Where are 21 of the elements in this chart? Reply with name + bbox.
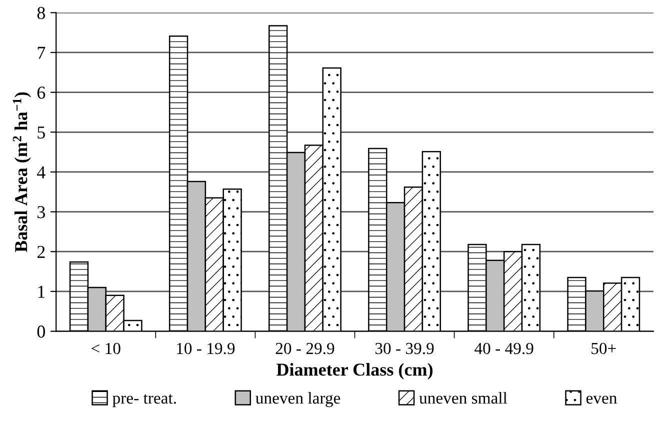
y-tick-label: 6 [37,86,46,99]
y-tick-label: 3 [38,206,45,218]
x-tick-label: 50+ [592,342,616,354]
y-tick-label: 1 [38,286,45,298]
x-tick-label: < 10 [92,342,120,354]
legend-label: uneven large [256,392,340,408]
x-tick-label: 20 - 29.9 [276,342,334,354]
y-axis-title: Basal Area (m$^{2}$ ha$^{−1}$) [12,92,31,252]
y-tick-label: 2 [37,246,45,258]
y-tick-label: 7 [38,46,46,59]
x-tick-label: 10 - 19.9 [177,342,235,354]
legend-label: even [586,396,617,404]
x-tick-label: 40 - 49.9 [474,342,534,354]
y-tick-label: 0 [37,326,45,338]
y-tick-label: 8 [37,6,45,20]
y-tick-label: 5 [38,126,45,139]
x-tick-label: 30 - 39.9 [375,342,434,354]
legend-label: uneven small [419,392,508,404]
legend-label: pre- treat. [112,394,176,408]
x-axis-title: Diameter Class (cm) [276,363,433,380]
y-tick-label: 4 [37,166,46,178]
